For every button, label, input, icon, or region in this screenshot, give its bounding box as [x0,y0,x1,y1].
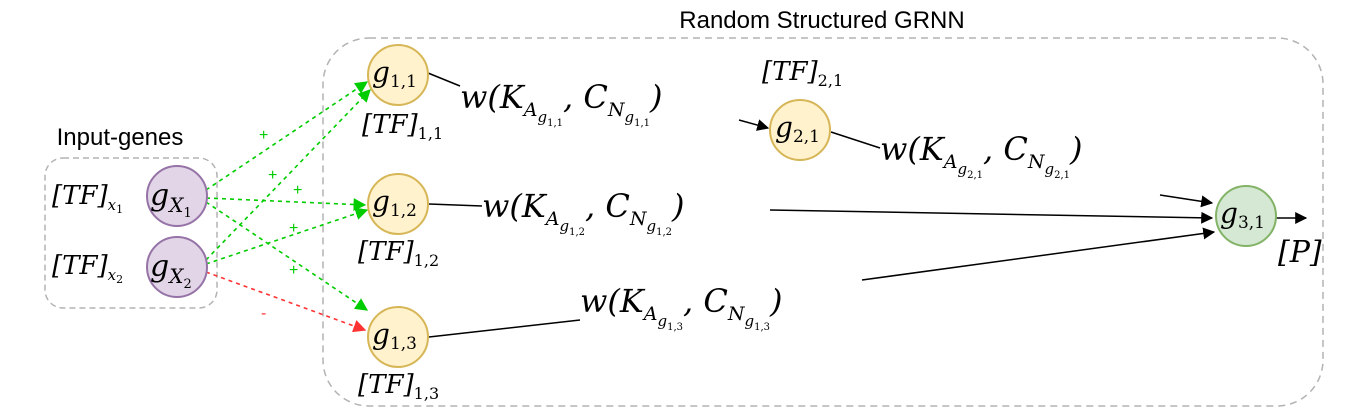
tf-x2-label: [TF]x2 [52,251,123,286]
weight-label-g21: w(KAg2,1, CNg2,1) [880,130,1082,181]
edge-x1-g12 [205,197,367,211]
tf-x1-label: [TF]x1 [52,181,123,216]
edge-g13-to-w13 [428,319,581,338]
node-g31-label: g3,1 [1220,197,1265,233]
input-group-box [44,157,218,309]
sign-plus-2: + [268,167,277,184]
node-g21[interactable] [769,99,831,161]
node-g31[interactable] [1215,185,1277,247]
node-x2-label: gX2 [150,249,192,292]
node-g11[interactable] [367,44,429,106]
tf-g13-label: [TF]1,3 [358,370,439,403]
node-x2[interactable] [146,236,208,298]
node-g13-label: g1,3 [372,318,417,354]
edge-x1-g11 [205,81,369,191]
sign-minus: - [261,305,266,322]
node-g21-label: g2,1 [775,111,820,147]
weight-label-g13: w(KAg1,3, CNg1,3) [580,282,782,333]
grnn-group-box [322,37,1324,407]
sign-plus-4: + [289,220,298,237]
edge-w11-to-g21 [738,119,770,131]
node-g12-label: g1,2 [372,185,417,221]
edge-x1-g13 [205,201,369,311]
sign-plus-1: + [259,127,268,144]
edge-x2-g13 [205,271,367,333]
output-label: [P] [1278,235,1322,270]
edge-g11-to-w11 [427,72,461,87]
edge-w21-to-g31 [1159,194,1214,208]
node-x1[interactable] [146,165,208,227]
node-g13[interactable] [367,306,429,368]
tf-g12-label: [TF]1,2 [358,237,439,270]
node-x1-label: gX1 [150,178,192,221]
node-g11-label: g1,1 [372,56,417,92]
node-g12[interactable] [367,173,429,235]
edge-w12-to-g31 [769,209,1214,224]
edge-g21-to-w21 [830,131,881,149]
tf-g21-label: [TF]2,1 [762,57,843,90]
input-group-label: Input-genes [57,124,184,151]
edge-w13-to-g31 [861,227,1216,281]
activation-edges [205,81,371,311]
edge-x2-g11 [205,89,371,261]
sign-plus-5: + [289,262,298,279]
tf-g11-label: [TF]1,1 [362,110,443,143]
sign-plus-3: + [293,182,302,199]
weight-label-g12: w(KAg1,2, CNg1,2) [482,187,684,238]
weight-label-g11: w(KAg1,1, CNg1,1) [460,78,662,129]
edge-g12-to-w12 [428,203,483,207]
weighted-edges [427,72,1308,338]
diagram-title: Random Structured GRNN [679,7,964,34]
